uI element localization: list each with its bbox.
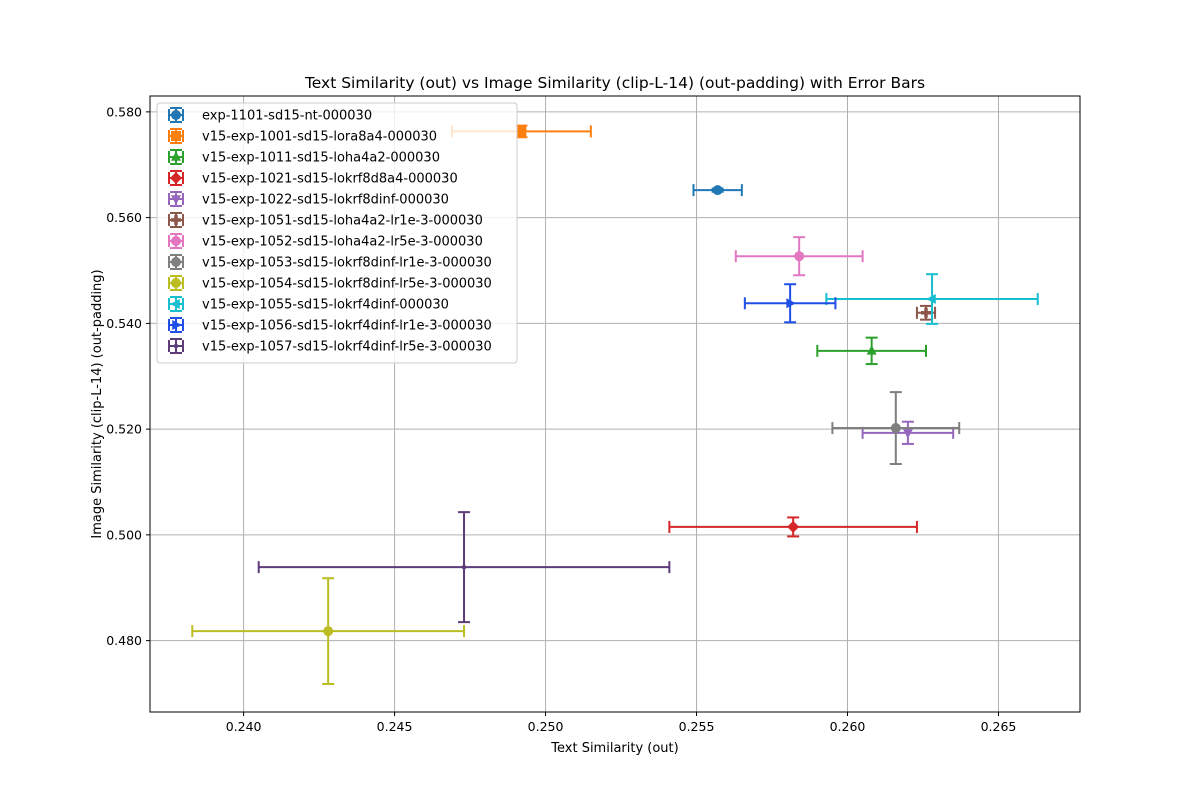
data-point-marker (461, 564, 467, 570)
x-axis-title: Text Similarity (out) (550, 741, 678, 756)
data-point-marker (902, 429, 913, 439)
data-point-marker (866, 345, 877, 355)
legend-item: v15-exp-1052-sd15-loha4a2-lr5e-3-000030 (168, 233, 483, 250)
legend-marker (173, 343, 179, 349)
legend-marker (170, 172, 182, 184)
legend-item: v15-exp-1021-sd15-lokrf8d8a4-000030 (168, 170, 458, 187)
legend-marker (171, 195, 181, 205)
data-point-marker (921, 307, 932, 318)
plus-bar-v (924, 307, 928, 318)
x-tick-label: 0.255 (679, 719, 715, 734)
data-point-marker (712, 185, 723, 196)
series-11 (743, 283, 837, 324)
legend-item: v15-exp-1001-sd15-lora8a4-000030 (168, 128, 437, 145)
data-point-marker (794, 251, 805, 262)
series-7 (734, 236, 864, 277)
data-point-marker (786, 298, 796, 309)
data-point-marker (926, 294, 936, 305)
chart-title: Text Similarity (out) vs Image Similarit… (304, 74, 925, 92)
legend-label: v15-exp-1055-sd15-lokrf4dinf-000030 (202, 298, 449, 313)
axis-ticks: 0.240 0.245 0.250 0.255 0.260 0.265 0.480 0.500… (106, 104, 1016, 734)
legend-marker (171, 151, 181, 161)
data-point-marker (516, 126, 527, 137)
legend-marker (171, 278, 181, 288)
legend-label: v15-exp-1022-sd15-lokrf8dinf-000030 (202, 193, 449, 208)
legend-marker (170, 299, 180, 309)
series-3 (816, 336, 928, 366)
legend-label: v15-exp-1021-sd15-lokrf8d8a4-000030 (202, 172, 458, 187)
y-tick-label: 0.480 (106, 633, 142, 648)
legend-item: v15-exp-1053-sd15-lokrf8dinf-lr1e-3-0000… (168, 254, 492, 271)
x-tick-label: 0.245 (377, 719, 413, 734)
series-6 (915, 304, 937, 321)
y-tick-label: 0.540 (106, 316, 142, 331)
legend-marker (171, 257, 181, 267)
plus-bar-v (174, 215, 178, 225)
legend-item: v15-exp-1056-sd15-lokrf4dinf-lr1e-3-0000… (168, 317, 492, 334)
legend-label: v15-exp-1001-sd15-lora8a4-000030 (202, 130, 437, 145)
series-9 (191, 577, 466, 685)
legend-label: v15-exp-1011-sd15-loha4a2-000030 (202, 151, 440, 166)
legend-marker (171, 131, 181, 141)
legend-box (156, 102, 518, 364)
legend-label: v15-exp-1052-sd15-loha4a2-lr5e-3-000030 (202, 235, 483, 250)
data-point-marker (323, 626, 334, 637)
legend-item: v15-exp-1055-sd15-lokrf4dinf-000030 (168, 296, 449, 313)
series-10 (825, 273, 1039, 325)
legend-item: v15-exp-1022-sd15-lokrf8dinf-000030 (168, 191, 449, 208)
legend-item: v15-exp-1011-sd15-loha4a2-000030 (168, 149, 440, 166)
legend-marker (171, 215, 181, 225)
legend-item: v15-exp-1054-sd15-lokrf8dinf-lr5e-3-0000… (168, 275, 492, 292)
series-8 (831, 391, 961, 466)
series-1 (692, 184, 743, 197)
x-tick-label: 0.250 (528, 719, 564, 734)
y-axis-title: Image Similarity (clip-L-14) (out-paddin… (90, 269, 105, 538)
legend-item: v15-exp-1057-sd15-lokrf4dinf-lr5e-3-0000… (168, 338, 492, 355)
x-tick-label: 0.260 (830, 719, 866, 734)
data-point-marker (890, 423, 901, 434)
series-12 (257, 511, 671, 624)
plot-frame (149, 95, 1081, 713)
legend-label: v15-exp-1057-sd15-lokrf4dinf-lr5e-3-0000… (202, 340, 492, 355)
series-4 (668, 516, 918, 538)
legend-marker (172, 320, 182, 330)
legend-label: v15-exp-1053-sd15-lokrf8dinf-lr1e-3-0000… (202, 256, 492, 271)
y-tick-label: 0.580 (106, 104, 142, 119)
y-tick-label: 0.560 (106, 210, 142, 225)
legend-label: v15-exp-1056-sd15-lokrf4dinf-lr1e-3-0000… (202, 319, 492, 334)
grid (150, 96, 1080, 712)
legend-marker (171, 110, 181, 120)
y-tick-label: 0.520 (106, 422, 142, 437)
legend-label: v15-exp-1051-sd15-loha4a2-lr1e-3-000030 (202, 214, 483, 229)
legend-label: exp-1101-sd15-nt-000030 (202, 109, 372, 124)
legend-label: v15-exp-1054-sd15-lokrf8dinf-lr5e-3-0000… (202, 277, 492, 292)
x-tick-label: 0.265 (981, 719, 1017, 734)
legend: exp-1101-sd15-nt-000030 v15-exp-1001-sd15… (156, 102, 518, 364)
legend-item: exp-1101-sd15-nt-000030 (168, 107, 372, 124)
data-point-marker (787, 520, 800, 533)
x-tick-label: 0.240 (226, 719, 262, 734)
legend-marker (171, 236, 181, 246)
legend-item: v15-exp-1051-sd15-loha4a2-lr1e-3-000030 (168, 212, 483, 229)
y-tick-label: 0.500 (106, 527, 142, 542)
